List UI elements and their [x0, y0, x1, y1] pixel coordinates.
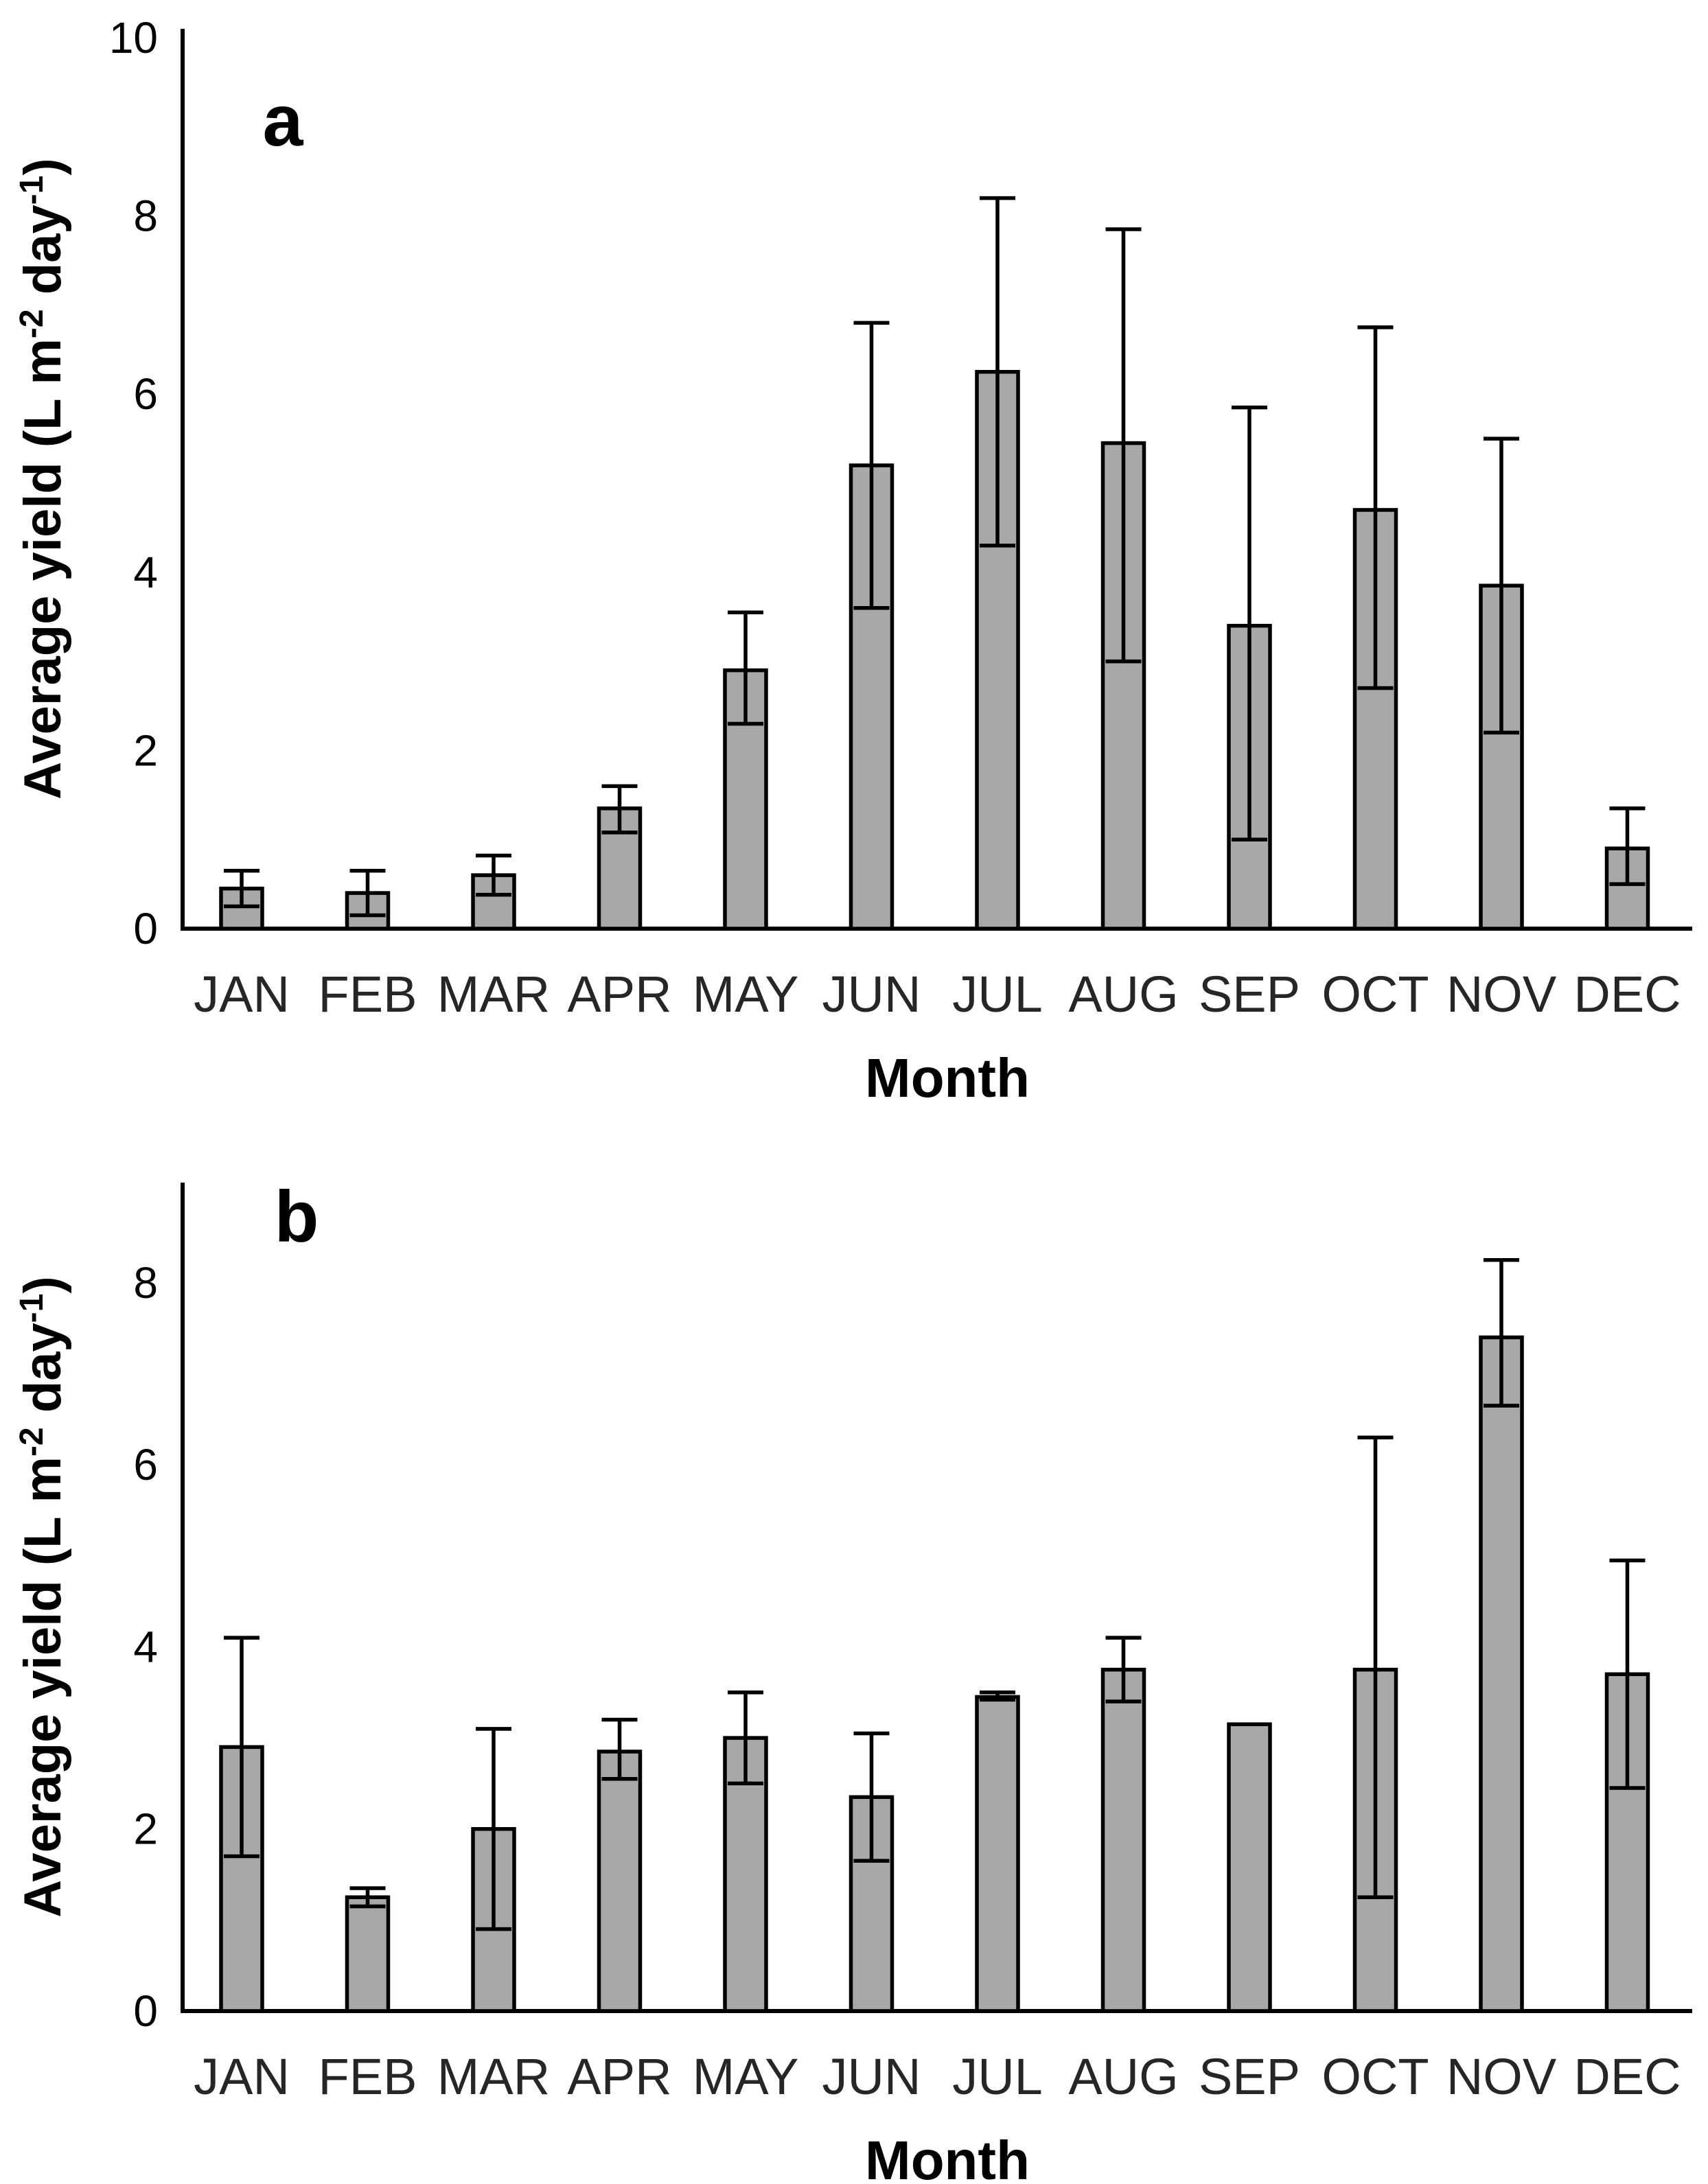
month-tick-label: OCT [1322, 966, 1429, 1023]
error-bar [853, 321, 890, 610]
month-tick-label: MAY [693, 966, 799, 1023]
error-bar [349, 868, 386, 918]
month-tick-label: MAY [693, 2048, 799, 2105]
month-tick-label: AUG [1068, 2048, 1178, 2105]
y-tick-label: 2 [133, 1804, 158, 1854]
month-tick-label: NOV [1446, 966, 1557, 1023]
month-tick-label: JAN [194, 2048, 290, 2105]
error-bar [980, 196, 1015, 548]
error-bar [1609, 806, 1646, 886]
y-axis-title-part: Average yield (L m [14, 338, 72, 800]
error-bar [1105, 227, 1142, 664]
month-tick-label: APR [567, 2048, 671, 2105]
y-tick-label: 0 [133, 1986, 158, 2036]
month-tick-label: SEP [1199, 2048, 1300, 2105]
month-tick-label: JAN [194, 966, 290, 1023]
chart-a-svg: 0 2 4 6 8 10 JAN FEB MAR APR MAY JUN JUL AUG SEP OCT NOV… [14, 13, 1692, 1108]
y-axis-title-part: ) [14, 1276, 72, 1293]
error-bar [1609, 1558, 1646, 1790]
y-tick-label: 2 [133, 725, 158, 775]
panel-letter: b [275, 1176, 319, 1257]
error-bar [1357, 1435, 1394, 1899]
error-bar [853, 1731, 890, 1863]
error-bar [1232, 405, 1267, 841]
error-bar [476, 1727, 511, 1931]
month-tick-label: JUN [822, 966, 921, 1023]
month-tick-label: FEB [319, 966, 417, 1023]
bar [1479, 1335, 1524, 2013]
y-axis-title-part: -1 [14, 1294, 50, 1323]
y-tick-label: 0 [133, 904, 158, 953]
y-tick-label: 6 [133, 1440, 158, 1489]
error-bar [1105, 1636, 1142, 1704]
panel-letter: a [263, 80, 304, 161]
y-axis-title-part: Average yield (L m [14, 1456, 72, 1918]
y-axis-title-part: -2 [14, 1427, 50, 1456]
month-tick-label: APR [567, 966, 671, 1023]
y-axis-title-part: ) [14, 158, 72, 175]
y-axis-title-part: -1 [14, 176, 50, 205]
error-bar [728, 1691, 763, 1786]
error-bar [728, 610, 763, 726]
y-tick-label: 10 [109, 13, 158, 62]
y-axis-title-part: -2 [14, 309, 50, 338]
month-tick-label: AUG [1068, 966, 1178, 1023]
x-axis-title: Month [865, 2130, 1030, 2184]
error-bar [1484, 1257, 1519, 1408]
y-tick-label: 6 [133, 369, 158, 419]
bar [597, 1750, 643, 2013]
month-tick-label: JUL [952, 966, 1043, 1023]
y-axis-title-part: day [14, 1323, 72, 1427]
bar [1227, 1722, 1272, 2013]
error-bar [224, 868, 259, 909]
error-bar [476, 853, 511, 897]
month-tick-label: FEB [319, 2048, 417, 2105]
error-bar [349, 1886, 386, 1909]
y-tick-label: 4 [133, 548, 158, 597]
error-bar [1484, 437, 1519, 735]
x-axis-title: Month [865, 1047, 1030, 1108]
y-axis-title-part: day [14, 205, 72, 309]
y-tick-label: 8 [133, 191, 158, 241]
month-tick-label: JUN [822, 2048, 921, 2105]
bar [1100, 1667, 1146, 2013]
month-tick-label: DEC [1573, 966, 1681, 1023]
month-tick-label: SEP [1199, 966, 1300, 1023]
error-bar [601, 1717, 638, 1781]
y-tick-label: 8 [133, 1258, 158, 1308]
month-tick-label: OCT [1322, 2048, 1429, 2105]
error-bar [1357, 325, 1394, 690]
y-axis-title: Average yield (L m-2 day-1) [14, 1276, 72, 1917]
error-bar [980, 1691, 1015, 1702]
month-tick-label: MAR [437, 2048, 550, 2105]
month-tick-label: DEC [1573, 2048, 1681, 2105]
error-bar [601, 784, 638, 835]
month-tick-label: MAR [437, 966, 550, 1023]
chart-b-svg: 0 2 4 6 8 JAN FEB MAR APR MAY JUN JUL AUG SEP OCT NOV DE… [14, 1176, 1692, 2184]
y-tick-label: 4 [133, 1622, 158, 1671]
error-bar [224, 1636, 259, 1859]
y-axis-title: Average yield (L m-2 day-1) [14, 158, 72, 799]
month-tick-label: JUL [952, 2048, 1043, 2105]
bar [723, 668, 768, 931]
bar [345, 1895, 391, 2013]
bar [975, 1695, 1020, 2013]
month-tick-label: NOV [1446, 2048, 1557, 2105]
